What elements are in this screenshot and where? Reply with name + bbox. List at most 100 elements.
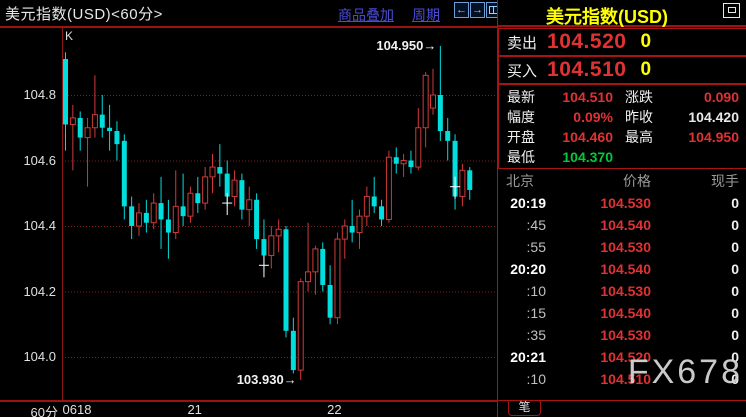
candle — [385, 156, 392, 220]
candle — [363, 196, 370, 217]
stat-value: 104.510 — [562, 89, 613, 105]
stat-label: 最低 — [507, 149, 535, 165]
timeframe-label: 60分 — [30, 405, 58, 417]
candlestick-chart[interactable]: 104.950→ 103.930→ — [62, 28, 497, 400]
stat-value: 104.950 — [688, 129, 739, 145]
tick-time: :10 — [526, 283, 546, 299]
chart-title: 美元指数(USD)<60分> — [5, 5, 163, 23]
candle — [77, 117, 83, 138]
restore-window-icon[interactable] — [723, 3, 740, 18]
candle — [437, 95, 443, 132]
candle — [379, 206, 385, 220]
buy-label: 买入 — [507, 62, 538, 80]
date-tick-label: 22 — [327, 402, 342, 417]
price-tick-label: 104.8 — [23, 87, 56, 102]
tick-row: :10 104.510 0 — [498, 368, 746, 390]
tick-row: :55 104.530 0 — [498, 236, 746, 258]
candle — [430, 94, 436, 109]
tick-row: :35 104.530 0 — [498, 324, 746, 346]
stat-value: 104.460 — [562, 129, 613, 145]
candle — [283, 229, 289, 331]
tick-time: :35 — [526, 327, 546, 343]
col-price: 价格 — [623, 173, 651, 189]
candle — [254, 199, 260, 240]
candle — [349, 226, 355, 233]
candle — [356, 215, 363, 234]
tick-row: 20:19 104.530 0 — [498, 192, 746, 214]
candle — [114, 131, 120, 145]
tick-list[interactable]: 20:19 104.530 0:45 104.540 0:55 104.530 0 20:20… — [498, 192, 746, 390]
tick-time: 20:19 — [510, 195, 546, 211]
stat-value: 0.09% — [573, 109, 613, 125]
candle — [393, 157, 399, 164]
candle — [209, 166, 216, 178]
overlay-link[interactable]: 商品叠加 — [338, 7, 394, 23]
indicator-label: K — [65, 29, 74, 43]
col-time: 北京 — [506, 173, 534, 189]
tick-row: :10 104.530 0 — [498, 280, 746, 302]
tab-pen[interactable]: 笔 — [508, 400, 541, 416]
price-annotation: 103.930→ — [237, 372, 297, 387]
tick-row: :15 104.540 0 — [498, 302, 746, 324]
tick-time: :55 — [526, 239, 546, 255]
candle — [275, 228, 282, 237]
stats-table: 最新 104.510 涨跌 0.090 幅度 0.09% 昨收 104.420 开盘 104.46… — [498, 84, 746, 169]
candle — [297, 281, 304, 371]
stat-label: 幅度 — [507, 109, 535, 125]
candle — [327, 284, 333, 318]
candle — [459, 169, 466, 198]
candle — [239, 180, 245, 210]
sell-price: 104.520 — [547, 30, 627, 53]
candle — [180, 206, 186, 217]
tick-time: 20:21 — [510, 349, 546, 365]
candle — [136, 212, 142, 227]
tick-volume: 0 — [731, 327, 739, 343]
tick-volume: 0 — [731, 371, 739, 387]
candle — [312, 248, 319, 273]
tick-time: :45 — [526, 217, 546, 233]
candle — [158, 203, 164, 220]
tick-volume: 0 — [731, 283, 739, 299]
tick-volume: 0 — [731, 349, 739, 365]
stat-label: 最高 — [625, 129, 653, 145]
candle — [195, 193, 201, 204]
period-link[interactable]: 周期 — [412, 7, 440, 23]
date-tick-label: 21 — [187, 402, 202, 417]
candle — [187, 192, 194, 217]
candle — [107, 127, 113, 132]
candle — [84, 127, 91, 139]
price-tick-label: 104.2 — [23, 283, 56, 299]
price-annotation: 104.950→ — [376, 38, 436, 53]
stat-value: 104.370 — [562, 149, 613, 165]
sell-label: 卖出 — [507, 34, 538, 52]
forward-arrow-icon[interactable]: → — [470, 2, 485, 18]
back-arrow-icon[interactable]: ← — [454, 2, 469, 18]
candle — [202, 176, 209, 204]
candle — [305, 271, 312, 283]
candle — [400, 160, 407, 165]
quote-panel: 美元指数(USD) 卖出 104.520 0 买入 104.510 0 最新 10… — [497, 0, 746, 417]
tick-list-header: 北京 价格 现手 — [498, 171, 746, 191]
quote-panel-header: 美元指数(USD) — [498, 0, 746, 27]
candle — [129, 206, 135, 226]
buy-price: 104.510 — [547, 58, 627, 81]
tick-volume: 0 — [731, 195, 739, 211]
stat-value: 104.420 — [688, 109, 739, 125]
candle — [172, 205, 179, 234]
sell-quote-box[interactable]: 卖出 104.520 0 — [498, 28, 746, 56]
buy-volume: 0 — [640, 59, 652, 80]
time-axis-line — [0, 400, 497, 402]
tick-price: 104.530 — [600, 239, 651, 255]
stat-label: 开盘 — [507, 129, 535, 145]
stat-value: 0.090 — [703, 89, 739, 105]
tick-price: 104.540 — [600, 261, 651, 277]
stat-label: 昨收 — [625, 109, 653, 125]
candle — [290, 330, 296, 371]
tick-price: 104.540 — [600, 217, 651, 233]
tick-price: 104.530 — [600, 327, 651, 343]
tick-price: 104.530 — [600, 283, 651, 299]
candle — [445, 131, 451, 141]
header-links: 商品叠加 周期 — [338, 5, 440, 25]
buy-quote-box[interactable]: 买入 104.510 0 — [498, 56, 746, 84]
